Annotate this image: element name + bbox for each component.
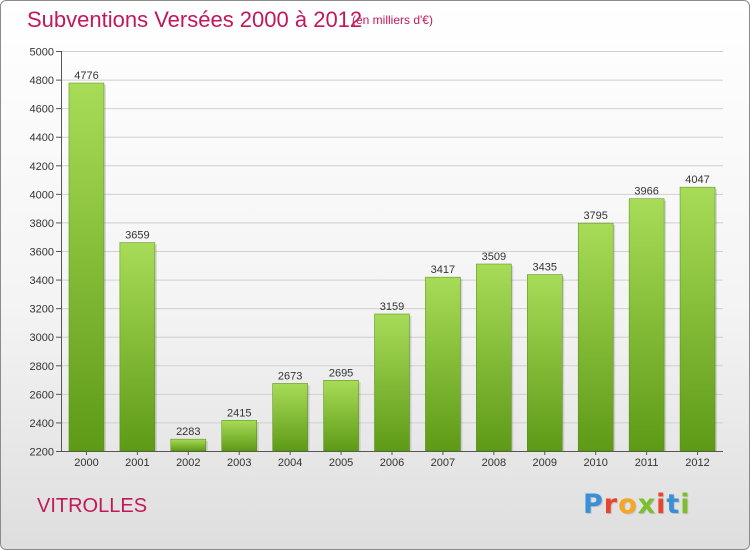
logo-letter: o bbox=[618, 489, 638, 520]
bar-2008 bbox=[476, 263, 512, 452]
y-tick-label: 4200 bbox=[30, 161, 54, 173]
y-tick-label: 3400 bbox=[30, 275, 54, 287]
chart-subtitle: (en milliers d'€) bbox=[352, 13, 433, 27]
value-label-2008: 3509 bbox=[482, 251, 506, 263]
x-tick-label-2002: 2002 bbox=[176, 457, 200, 469]
bar-2006 bbox=[374, 313, 410, 452]
axes: 2200 2400 2600 2800 3000 3200 3400 3600 3800 4000… bbox=[30, 47, 723, 469]
y-tick-label: 4400 bbox=[30, 132, 54, 144]
bar-2001 bbox=[119, 242, 156, 452]
y-tick-label: 2800 bbox=[30, 361, 54, 373]
x-tick-label-2008: 2008 bbox=[482, 457, 506, 469]
bar-2010 bbox=[577, 222, 614, 452]
value-label-2009: 3435 bbox=[533, 262, 557, 274]
value-label-2006: 3159 bbox=[380, 301, 404, 313]
y-tick-label: 4000 bbox=[30, 189, 54, 201]
labels: 4776 3659 2283 2415 2673 2695 3159 3417 3509 3435… bbox=[74, 70, 710, 438]
logo-letter: i bbox=[680, 489, 691, 520]
x-tick-label-2006: 2006 bbox=[380, 457, 404, 469]
chart-title: Subventions Versées 2000 à 2012 bbox=[27, 7, 363, 32]
commune-name: VITROLLES bbox=[37, 495, 148, 517]
y-tick-label: 2400 bbox=[30, 418, 54, 430]
value-label-2007: 3417 bbox=[431, 264, 455, 276]
proxiti-logo: Proxiti bbox=[583, 489, 691, 520]
x-tick-label-2007: 2007 bbox=[431, 457, 455, 469]
value-label-2005: 2695 bbox=[329, 367, 353, 379]
bar-2007 bbox=[425, 276, 461, 452]
x-tick-label-2010: 2010 bbox=[583, 457, 607, 469]
logo-letter: i bbox=[656, 489, 667, 520]
bar-2005 bbox=[323, 380, 359, 452]
logo-letter: P bbox=[583, 489, 604, 520]
value-label-2001: 3659 bbox=[125, 230, 149, 242]
bar-2011 bbox=[628, 198, 665, 452]
value-label-2012: 4047 bbox=[685, 174, 709, 186]
value-label-2010: 3795 bbox=[583, 210, 607, 222]
x-tick-label-2005: 2005 bbox=[329, 457, 353, 469]
bar-2009 bbox=[527, 274, 563, 452]
y-tick-label: 2600 bbox=[30, 389, 54, 401]
y-tick-label: 3800 bbox=[30, 218, 54, 230]
value-label-2004: 2673 bbox=[278, 370, 302, 382]
y-tick-label: 3600 bbox=[30, 247, 54, 259]
x-tick-label-2001: 2001 bbox=[125, 457, 149, 469]
bar-2000 bbox=[68, 82, 105, 452]
y-tick-label: 5000 bbox=[30, 47, 54, 59]
logo-letter: t bbox=[666, 489, 681, 520]
y-tick-label: 2200 bbox=[30, 447, 54, 459]
bars bbox=[68, 82, 718, 452]
y-tick-label: 3000 bbox=[30, 332, 54, 344]
x-tick-label-2011: 2011 bbox=[635, 457, 659, 469]
y-tick-label: 4800 bbox=[30, 75, 54, 87]
x-tick-label-2000: 2000 bbox=[74, 457, 98, 469]
logo-letter: r bbox=[603, 489, 619, 520]
bar-2003 bbox=[221, 420, 257, 452]
x-tick-label-2009: 2009 bbox=[533, 457, 557, 469]
y-tick-label: 3200 bbox=[30, 304, 54, 316]
value-label-2002: 2283 bbox=[176, 426, 200, 438]
x-tick-label-2012: 2012 bbox=[685, 457, 709, 469]
value-label-2011: 3966 bbox=[634, 186, 658, 198]
value-label-2000: 4776 bbox=[74, 70, 98, 82]
bar-2012 bbox=[679, 186, 716, 452]
bar-2002 bbox=[170, 438, 207, 452]
value-label-2003: 2415 bbox=[227, 407, 251, 419]
x-tick-label-2003: 2003 bbox=[227, 457, 251, 469]
bar-2004 bbox=[272, 383, 308, 452]
x-tick-label-2004: 2004 bbox=[278, 457, 302, 469]
y-tick-label: 4600 bbox=[30, 104, 54, 116]
logo-letter: x bbox=[637, 489, 657, 520]
